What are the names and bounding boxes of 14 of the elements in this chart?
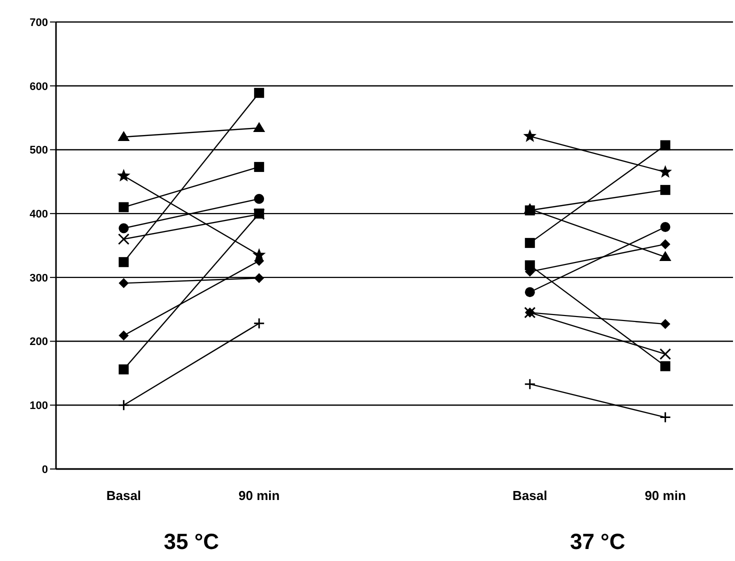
- y-tick-label: 500: [30, 144, 48, 157]
- text: 35 °C: [162, 529, 220, 555]
- x-tick-label: Basal: [512, 488, 548, 504]
- y-tick-label: 100: [30, 400, 48, 412]
- y-tick-label: 600: [30, 80, 48, 93]
- y-tick-label: 300: [30, 272, 48, 284]
- y-tick-label: 700: [30, 16, 48, 29]
- y-tick-label: 400: [30, 208, 48, 220]
- y-tick-label: 200: [30, 336, 48, 348]
- x-tick-label: 90 min: [644, 488, 686, 504]
- x-tick-label: Basal: [106, 488, 142, 504]
- y-tick-label: 0: [42, 464, 48, 476]
- x-tick-label: 90 min: [238, 488, 280, 504]
- text: 37 °C: [568, 529, 626, 555]
